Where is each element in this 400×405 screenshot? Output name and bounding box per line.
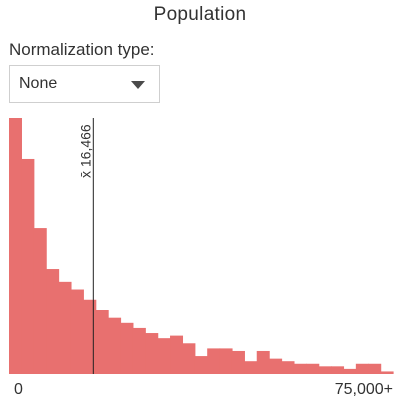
histogram-bar[interactable] (343, 368, 357, 374)
histogram-bar[interactable] (318, 366, 332, 374)
histogram-bar[interactable] (132, 327, 146, 374)
histogram-bar[interactable] (281, 361, 295, 374)
histogram-bar[interactable] (182, 343, 196, 374)
histogram-bar[interactable] (58, 281, 72, 374)
histogram-bar[interactable] (170, 335, 184, 374)
histogram-bar[interactable] (331, 366, 345, 374)
axis-min-label: 0 (14, 381, 23, 398)
histogram-bar[interactable] (256, 350, 270, 374)
histogram-chart: x̄ 16,466 (9, 118, 394, 374)
histogram-bar[interactable] (231, 350, 245, 374)
histogram-bar[interactable] (368, 363, 382, 374)
histogram-bar[interactable] (157, 338, 171, 374)
histogram-bar[interactable] (120, 322, 134, 374)
histogram-bar[interactable] (380, 371, 394, 374)
histogram-bar[interactable] (219, 348, 233, 374)
histogram-bar[interactable] (46, 269, 60, 374)
histogram-bar[interactable] (293, 363, 307, 374)
histogram-bar[interactable] (244, 361, 258, 374)
histogram-bar[interactable] (306, 363, 320, 374)
histogram-bar[interactable] (194, 356, 208, 374)
dropdown-arrow-icon (131, 81, 145, 89)
histogram-bar[interactable] (83, 299, 97, 374)
axis-max-label: 75,000+ (334, 381, 393, 398)
normalization-selected-value: None (19, 75, 58, 92)
histogram-bar[interactable] (355, 363, 369, 374)
normalization-type-select[interactable]: None (9, 65, 160, 103)
histogram-bar[interactable] (9, 118, 22, 374)
histogram-bars (9, 118, 394, 374)
normalization-type-label: Normalization type: (9, 40, 155, 59)
histogram-bar[interactable] (145, 333, 159, 374)
histogram-bar[interactable] (269, 358, 283, 374)
histogram-bar[interactable] (95, 310, 109, 374)
mean-label: x̄ 16,466 (77, 124, 93, 178)
histogram-bar[interactable] (21, 158, 35, 374)
histogram-bar[interactable] (108, 317, 122, 374)
histogram-bar[interactable] (70, 289, 84, 374)
widget-title: Population (153, 4, 247, 25)
histogram-bar[interactable] (33, 228, 47, 374)
histogram-bar[interactable] (207, 348, 221, 374)
